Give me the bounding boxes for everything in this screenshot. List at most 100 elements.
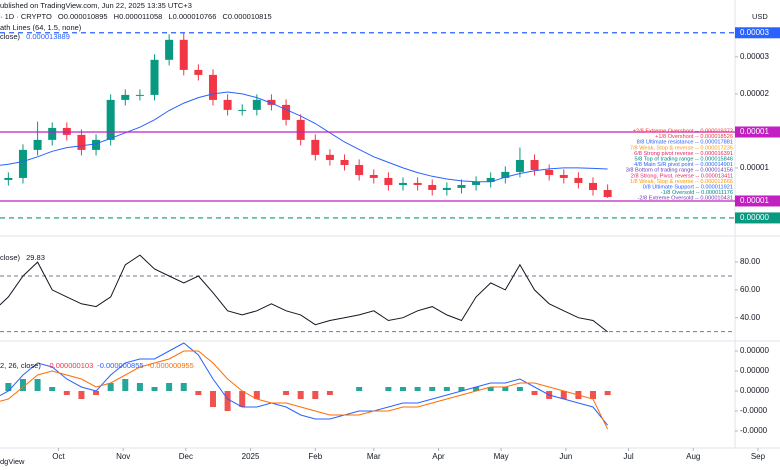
murrey-note: 3/8 Bottom of trading range -- 0.0000141… [626, 168, 733, 174]
indicator-label: ath Lines (64, 1.5, none) [0, 23, 82, 32]
candle-body [208, 74, 217, 100]
x-tick-label: Feb [308, 452, 322, 461]
candle-body [559, 174, 568, 178]
histogram-bar [414, 387, 421, 391]
x-tick-label: Jun [559, 452, 572, 461]
histogram-bar [502, 387, 509, 391]
candle-body [398, 182, 407, 185]
y-tick-label: -0.0000 [740, 426, 768, 435]
histogram-bar [136, 383, 143, 391]
candle-body [296, 119, 305, 140]
histogram-bar [399, 387, 406, 391]
murrey-note: -2/8 Extreme Oversold -- 0.000010431 [638, 196, 733, 202]
candle-body [282, 104, 291, 120]
histogram-bar [122, 379, 129, 391]
histogram-bar [297, 391, 304, 399]
candle-body [92, 139, 101, 150]
candle-body [18, 149, 27, 178]
macd-value: -0.000000103 [47, 361, 93, 370]
murrey-note: 4/8 Main S/R pivot point -- 0.000014901 [634, 162, 733, 168]
x-tick-label: Mar [367, 452, 381, 461]
candle-body [340, 159, 349, 165]
candle-body [238, 109, 247, 111]
y-tick-label: -0.0000 [740, 406, 768, 415]
candle-body [515, 159, 524, 172]
y-tick-label: 0.00000 [740, 386, 769, 395]
histogram-bar [458, 387, 465, 391]
x-tick-label: 2025 [242, 452, 260, 461]
signal-line [0, 350, 609, 430]
histogram-bar [78, 391, 85, 399]
candle-body [311, 139, 320, 155]
overlay: 0.000030.000020.000020.000010.000030.000… [52, 27, 780, 461]
histogram-bar [63, 391, 70, 395]
published-note: ublished on TradingView.com, Jun 22, 202… [0, 1, 192, 10]
candle-body [33, 139, 42, 150]
ohlc: L0.000010766 [168, 12, 216, 21]
candle-body [603, 189, 612, 198]
murrey-note: 1/8 Weak, Stop & reverse -- 0.000012666 [630, 179, 733, 185]
candle-body [369, 174, 378, 178]
logo: dgView [0, 457, 25, 466]
x-tick-label: Dec [179, 452, 193, 461]
candle-body [384, 177, 393, 185]
histogram-bar [224, 391, 231, 411]
x-tick-label: Oct [52, 452, 65, 461]
histogram-bar [209, 391, 216, 407]
histogram-bar [93, 391, 100, 395]
candle-body [486, 177, 495, 182]
candle-body [135, 94, 144, 96]
histogram-bar [283, 391, 290, 395]
level-box [735, 195, 780, 207]
candle-body [252, 99, 261, 110]
histogram-bar [166, 383, 173, 391]
histogram-bar [180, 383, 187, 391]
y-tick-label: 0.00002 [740, 89, 769, 98]
murrey-note: +2/8 Extreme Overshoot -- 0.000019372 [633, 128, 733, 134]
histogram-bar [473, 387, 480, 391]
murrey-note: 6/8 Strong pivot reverse -- 0.000016391 [634, 151, 733, 157]
x-tick-label: Apr [432, 452, 445, 461]
candle-body [106, 99, 115, 140]
candle-body [589, 182, 598, 190]
candle-body [179, 39, 188, 70]
candle-body [574, 177, 583, 183]
histogram-bar [49, 387, 56, 391]
price-pane [0, 32, 735, 219]
rsi-line [0, 254, 608, 333]
y-tick-label: 0.00000 [740, 366, 769, 375]
rsi-legend: close) 29.83 [0, 253, 45, 262]
candle-body [121, 94, 130, 100]
level-box [735, 27, 780, 39]
histogram-bar [443, 387, 450, 391]
candle-body [530, 159, 539, 170]
symbol-line: · 1D · CRYPTO O0.000010895 H0.000011058 … [0, 12, 272, 21]
macd-line [0, 342, 608, 426]
candle-body [428, 184, 437, 190]
candle-body [413, 182, 422, 185]
candle-body [194, 69, 203, 75]
candle-body [223, 99, 232, 110]
histogram-bar [604, 391, 611, 396]
histogram-bar [5, 383, 12, 391]
candle-body [442, 187, 451, 190]
level-box [735, 212, 780, 224]
ohlc: C0.000010815 [222, 12, 271, 21]
histogram-bar [356, 387, 363, 391]
y-tick-label: 0.00003 [740, 52, 769, 61]
candle-body [267, 99, 276, 105]
rsi-pane [0, 254, 735, 333]
murrey-note: +1/8 Overshoot -- 0.000018526 [655, 134, 733, 140]
candle-body [150, 59, 159, 95]
histogram-bar [560, 391, 567, 399]
candle-body [545, 169, 554, 175]
ma-value: 0.000013889 [26, 32, 70, 41]
histogram-bar [312, 391, 319, 399]
candle-body [165, 39, 174, 60]
x-tick-label: Sep [751, 452, 766, 461]
macd-value: -0.000000955 [148, 361, 194, 370]
murrey-note: 8/8 Ultimate resistance -- 0.000017881 [637, 140, 733, 146]
histogram-bar [19, 379, 26, 391]
ohlc: O0.000010895 [58, 12, 108, 21]
